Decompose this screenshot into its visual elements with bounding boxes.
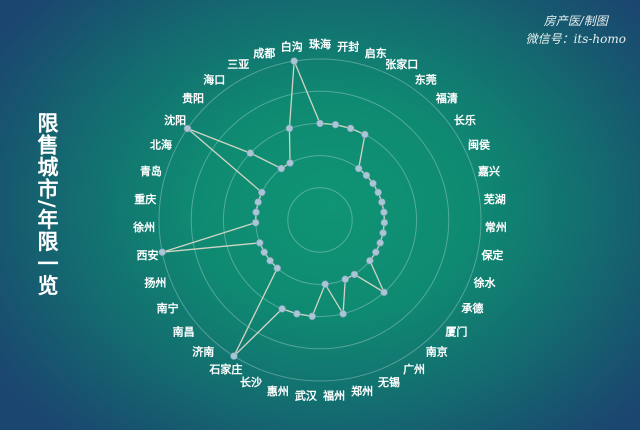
data-point-三亚 [286, 159, 294, 167]
category-label: 济南 [192, 345, 214, 359]
data-point-福州 [321, 280, 329, 288]
category-label: 芜湖 [484, 192, 506, 206]
data-point-厦门 [366, 257, 374, 265]
data-point-南昌 [266, 257, 274, 265]
category-label: 福清 [435, 91, 458, 105]
category-label: 西安 [137, 248, 159, 262]
data-point-郑州 [339, 310, 347, 318]
category-label: 东莞 [415, 72, 437, 86]
data-point-常州 [380, 218, 389, 227]
data-point-青岛 [254, 198, 262, 206]
data-point-济南 [273, 264, 281, 272]
category-label: 三亚 [227, 58, 249, 71]
ring-4 [190, 90, 450, 350]
credit-author: 房产医/制图 [543, 14, 608, 28]
data-point-海口 [277, 164, 286, 173]
data-point-武汉 [308, 312, 316, 320]
category-label: 珠海 [309, 37, 331, 51]
data-point-惠州 [293, 310, 301, 318]
data-point-张家口 [361, 130, 369, 139]
category-label: 北海 [150, 138, 172, 152]
category-label: 保定 [480, 248, 503, 262]
data-point-承德 [372, 248, 380, 256]
data-point-石家庄 [230, 352, 238, 360]
data-point-东莞 [354, 164, 363, 173]
data-point-西安 [158, 248, 166, 256]
category-label: 郑州 [351, 384, 373, 398]
category-label: 徐州 [132, 220, 155, 234]
category-label: 重庆 [134, 192, 156, 206]
credit-wechat: 微信号：its-homo [525, 32, 626, 46]
data-point-南宁 [260, 248, 268, 256]
category-label: 闽侯 [468, 138, 491, 152]
category-label: 启东 [365, 46, 387, 60]
category-label: 惠州 [267, 384, 289, 398]
data-point-福清 [362, 171, 371, 180]
data-point-成都 [285, 124, 294, 133]
category-label: 南宁 [157, 301, 179, 315]
category-label: 青岛 [140, 164, 162, 178]
category-label: 长乐 [454, 113, 476, 127]
category-label: 武汉 [295, 388, 318, 402]
category-label: 常州 [485, 220, 507, 234]
category-label: 广州 [403, 362, 425, 376]
category-label: 白沟 [281, 39, 303, 53]
chart-title: 限售城市/年限一览 [35, 112, 59, 297]
category-label: 嘉兴 [477, 164, 500, 178]
data-point-徐州 [251, 218, 260, 227]
data-point-长乐 [369, 179, 377, 188]
category-label: 贵阳 [182, 91, 204, 105]
category-label: 南京 [426, 345, 448, 359]
category-label: 无锡 [377, 375, 400, 389]
category-label: 徐水 [473, 275, 497, 289]
credit: 房产医/制图 微信号：its-homo [526, 12, 626, 48]
data-point-扬州 [256, 239, 264, 247]
data-point-保定 [379, 229, 387, 237]
category-label: 扬州 [144, 275, 166, 289]
data-point-嘉兴 [378, 198, 386, 206]
data-point-开封 [331, 120, 340, 129]
data-point-芜湖 [380, 208, 388, 216]
data-point-广州 [350, 270, 359, 279]
category-label: 厦门 [445, 324, 467, 338]
data-point-长沙 [278, 305, 286, 313]
data-point-南京 [380, 288, 388, 297]
data-point-无锡 [341, 275, 349, 283]
data-point-徐水 [376, 239, 384, 247]
category-label: 长沙 [240, 375, 262, 389]
category-label: 成都 [253, 46, 275, 60]
ring-1 [287, 187, 353, 253]
data-point-北海 [258, 188, 266, 197]
category-label: 张家口 [385, 57, 418, 71]
data-point-珠海 [316, 119, 324, 128]
category-label: 石家庄 [208, 362, 242, 376]
category-label: 沈阳 [164, 113, 186, 127]
data-point-闽侯 [374, 188, 382, 197]
data-point-沈阳 [183, 124, 192, 133]
category-label: 海口 [203, 72, 225, 86]
data-point-启东 [346, 124, 355, 133]
category-label: 承德 [461, 301, 483, 315]
category-label: 南昌 [173, 324, 195, 338]
ring-5 [158, 58, 482, 382]
data-point-贵阳 [246, 149, 255, 157]
category-label: 开封 [337, 39, 359, 53]
category-label: 福州 [322, 388, 345, 402]
data-point-重庆 [252, 208, 260, 216]
data-point-白沟 [290, 57, 298, 65]
series-line [162, 60, 386, 357]
